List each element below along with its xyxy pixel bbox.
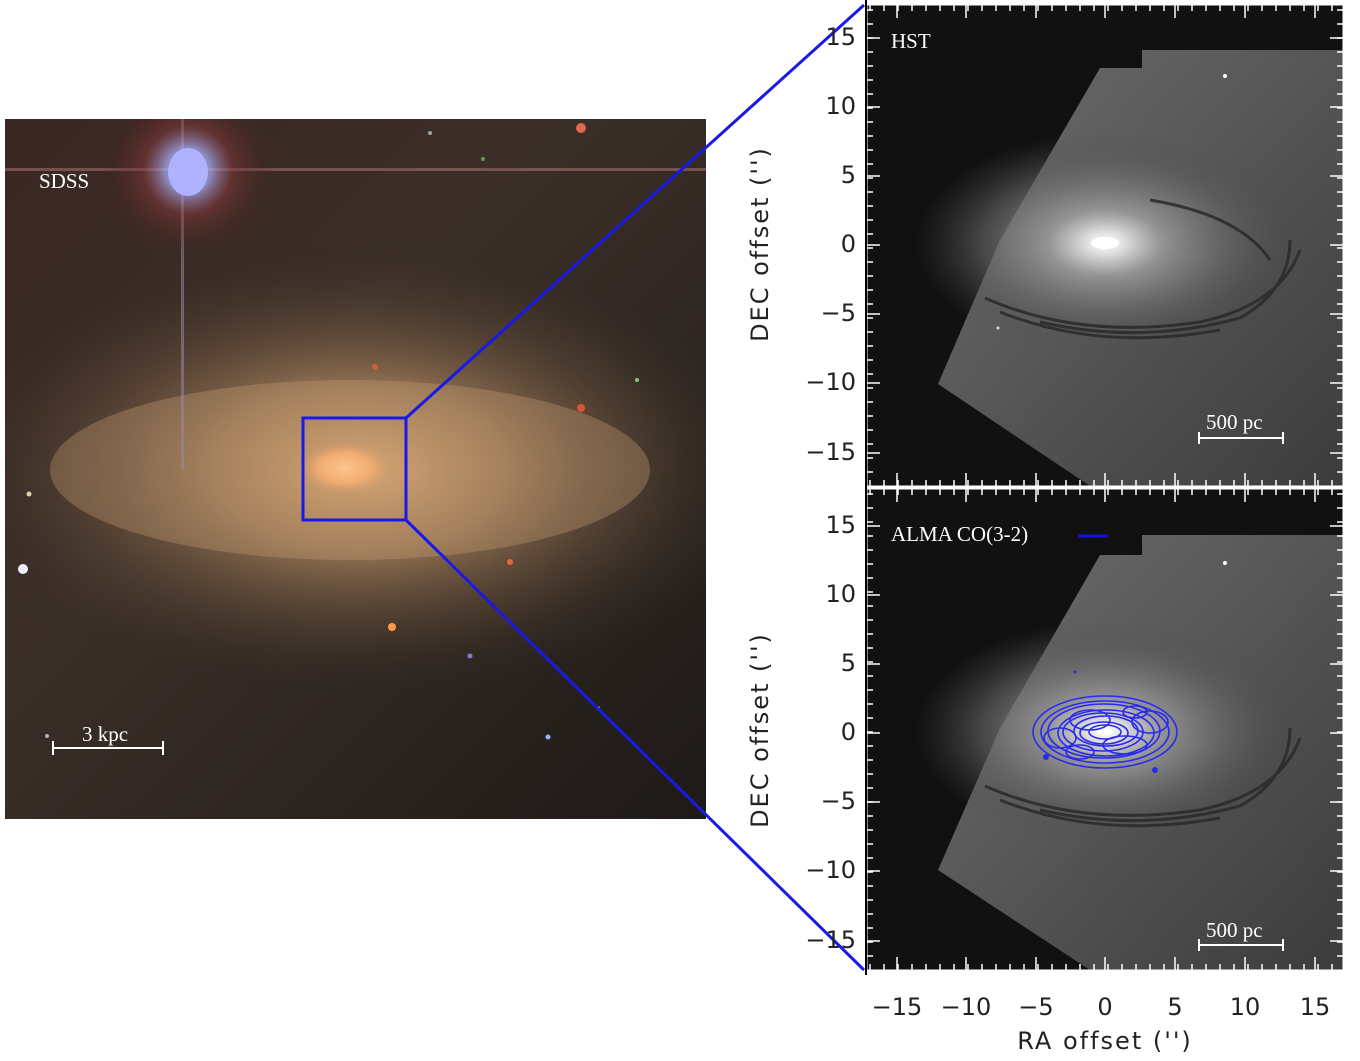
ytick-label: 0 — [840, 718, 856, 746]
ytick-label: 10 — [825, 580, 856, 608]
xtick-label: 10 — [1229, 993, 1261, 1021]
ytick-label: −15 — [805, 926, 856, 954]
alma-scalebar — [1198, 939, 1284, 951]
ytick-label: 5 — [840, 649, 856, 677]
sdss-image — [5, 119, 706, 819]
ytick-label: 10 — [825, 92, 856, 120]
sdss-scalebar-label: 3 kpc — [82, 722, 129, 746]
alma-legend-label: ALMA CO(3-2) — [891, 522, 1029, 546]
sdss-label: SDSS — [39, 169, 90, 193]
xtick-label: −5 — [1018, 993, 1054, 1021]
xtick-label: −10 — [940, 993, 992, 1021]
ytick-label: −5 — [820, 787, 856, 815]
ytick-label: 5 — [840, 161, 856, 189]
alma-scalebar-label: 500 pc — [1206, 918, 1263, 942]
xlabel: RA offset ('') — [1017, 1027, 1193, 1055]
ytick-label: 0 — [840, 230, 856, 258]
hst-scalebar — [1198, 432, 1284, 444]
alma-image — [867, 489, 1343, 970]
xtick-label: 15 — [1299, 993, 1331, 1021]
ytick-label: −5 — [820, 299, 856, 327]
zoom-box — [301, 416, 408, 522]
xtick-label: −15 — [871, 993, 923, 1021]
zoom-line-top — [404, 3, 866, 420]
ytick-label: −15 — [805, 438, 856, 466]
hst-scalebar-label: 500 pc — [1206, 410, 1263, 434]
xtick-label: 0 — [1097, 993, 1113, 1021]
sdss-scalebar — [52, 741, 164, 755]
ylabel-top: DEC offset ('') — [746, 146, 774, 342]
hst-image — [867, 5, 1343, 486]
ytick-label: −10 — [805, 856, 856, 884]
ylabel-bottom: DEC offset ('') — [746, 632, 774, 828]
ytick-label: −10 — [805, 368, 856, 396]
ytick-label: 15 — [825, 23, 856, 51]
hst-label: HST — [891, 29, 931, 53]
zoom-line-bottom — [404, 518, 866, 972]
ytick-label: 15 — [825, 511, 856, 539]
axis-ticks — [867, 5, 1343, 970]
xtick-label: 5 — [1167, 993, 1183, 1021]
co-contours — [1032, 695, 1178, 769]
